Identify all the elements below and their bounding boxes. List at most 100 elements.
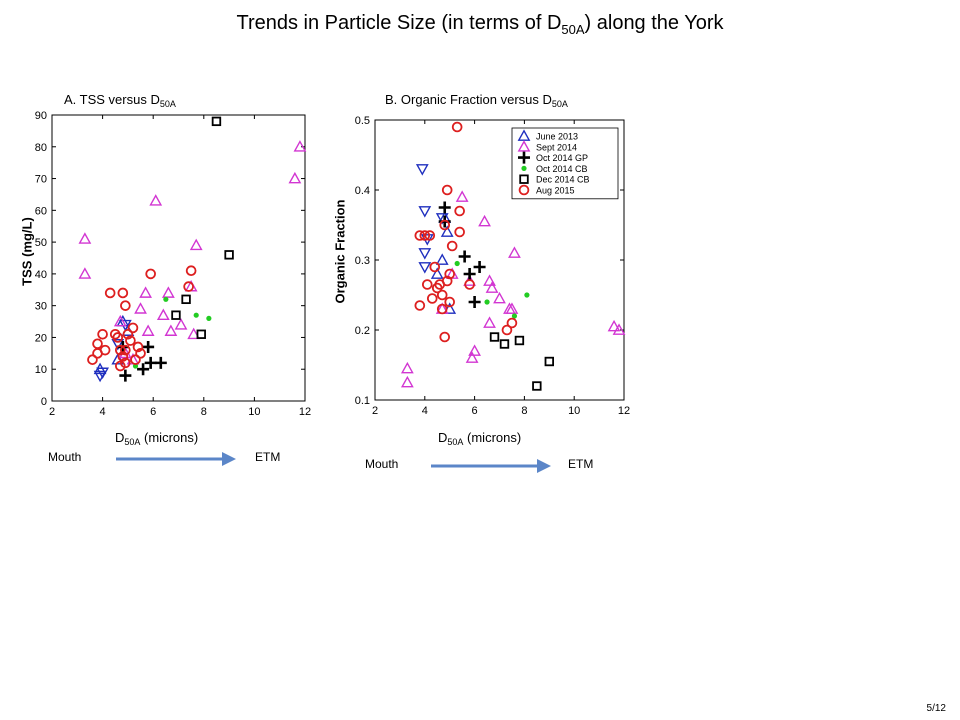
panel-a-point-aug-2015 [92, 338, 103, 350]
panel-a-y-tick-label: 70 [35, 174, 47, 186]
panel-b-title: B. Organic Fraction versus D50A [385, 92, 568, 109]
panel-a-title-subscript: 50A [159, 99, 176, 109]
panel-a-title: A. TSS versus D50A [64, 92, 176, 109]
panel-a-point-aug-2015 [127, 322, 139, 334]
panel-b-point-aug-2015 [429, 261, 441, 273]
panel-a-x-axis-label-subscript: 50A [124, 437, 141, 447]
panel-b-point-dec-2014-cb [499, 339, 510, 349]
panel-a-point-aug-2015 [183, 281, 194, 292]
panel-b-legend-marker [521, 165, 527, 171]
panel-b-point-aug-2015 [439, 219, 451, 231]
panel-a-point-aug-2015 [185, 265, 197, 277]
panel-b-point-oct-2014-gp [473, 261, 486, 273]
panel-b-point-aug-2015 [444, 296, 456, 308]
panel-a-point-oct-2014-gp [119, 369, 132, 382]
panel-b-point-oct-2014-gp [438, 201, 451, 214]
panel-a-point-june-2013 [111, 353, 125, 365]
panel-b-mouth-label: Mouth [365, 457, 399, 471]
panel-b-point-june-2013 [430, 267, 444, 279]
panel-b-point-aug-2015 [444, 268, 456, 280]
panel-a-plot-frame [51, 114, 306, 402]
panel-a-y-tick-label: 10 [35, 364, 47, 376]
panel-a-point-sept-2014 [141, 324, 155, 336]
panel-a-x-tick-label: 8 [201, 406, 207, 418]
panel-b-x-axis-label-main: D [438, 430, 448, 445]
panel-a-point-dec-2014-cb [181, 294, 191, 305]
panel-a-point-aug-2015 [130, 354, 141, 365]
panel-b-x-tick-label: 10 [568, 405, 580, 417]
panel-b-point-oct-2014-gp [458, 250, 471, 263]
panel-a-point-sept-2014 [161, 286, 175, 298]
panel-b-point-june-2013-down [415, 164, 429, 176]
panel-b-x-tick-label: 2 [372, 405, 378, 417]
panel-b-point-aug-2015 [439, 331, 451, 343]
panel-a-point-sept-2014 [113, 314, 127, 327]
panel-b-legend-label: Oct 2014 CB [536, 164, 588, 174]
panel-a-y-tick-label: 90 [35, 110, 47, 122]
panel-a-mouth-label: Mouth [48, 450, 82, 464]
panel-b-point-aug-2015 [506, 317, 518, 329]
panel-a-point-aug-2015 [117, 287, 129, 299]
panel-a-point-sept-2014 [293, 140, 307, 152]
panel-b-point-sept-2014 [400, 361, 414, 374]
panel-b-y-tick-label: 0.5 [355, 115, 370, 127]
panel-a-point-dec-2014-cb [211, 116, 222, 127]
page-title: Trends in Particle Size (in terms of D50… [0, 12, 960, 37]
panel-b-point-dec-2014-cb [532, 381, 542, 391]
panel-a-point-aug-2015 [132, 341, 144, 353]
panel-a-point-oct-2014-gp [144, 356, 157, 369]
page-title-main: Trends in Particle Size (in terms of D [236, 12, 562, 34]
panel-a-point-sept-2014 [78, 232, 92, 244]
panel-a-point-aug-2015 [122, 328, 134, 340]
panel-a-point-sept-2014 [288, 171, 302, 184]
panel-b-legend-label: Aug 2015 [536, 186, 575, 196]
panel-a-x-axis-label: D50A (microns) [115, 430, 198, 447]
panel-b-point-sept-2014 [483, 274, 496, 286]
panel-b-point-sept-2014 [607, 319, 621, 332]
panel-a-point-june-2013-down [96, 367, 109, 380]
panel-b-point-sept-2014 [493, 291, 506, 304]
panel-a-x-tick-label: 4 [100, 406, 106, 418]
panel-a-point-oct-2014-gp [154, 356, 167, 369]
panel-a-point-oct-2014-cb [163, 296, 169, 302]
panel-b-point-oct-2014-gp [438, 215, 451, 228]
panel-b-y-tick-label: 0.3 [355, 255, 370, 267]
panel-a-point-oct-2014-gp [137, 363, 150, 376]
panel-b-point-aug-2015 [454, 226, 465, 238]
panel-b-point-sept-2014 [508, 246, 521, 258]
panel-b-point-dec-2014-cb [514, 335, 525, 346]
panel-b-point-sept-2014 [455, 190, 469, 202]
panel-b-point-aug-2015 [414, 230, 426, 241]
panel-b-direction-arrow [431, 459, 551, 473]
panel-b-point-sept-2014 [400, 375, 414, 388]
panel-b-point-aug-2015 [424, 230, 436, 241]
panel-b-point-june-2013-down [418, 206, 432, 218]
panel-b-point-aug-2015 [454, 205, 465, 217]
panel-b-point-sept-2014 [465, 351, 479, 363]
panel-a-point-aug-2015 [104, 287, 116, 299]
panel-a-x-axis-label-unit: (microns) [140, 430, 199, 445]
panel-b-point-sept-2014 [505, 302, 519, 314]
panel-b-point-oct-2014-cb [511, 313, 518, 319]
panel-a-etm-label: ETM [255, 450, 281, 464]
panel-b-point-oct-2014-cb [484, 299, 490, 305]
panel-b-legend-marker [519, 174, 529, 184]
panel-b-point-sept-2014 [468, 344, 481, 356]
panel-a-point-sept-2014 [187, 327, 201, 340]
panel-b-point-sept-2014 [478, 214, 491, 227]
panel-a-y-tick-label: 20 [35, 332, 47, 344]
panel-b-point-aug-2015 [419, 230, 431, 241]
panel-b-legend-marker [518, 184, 530, 196]
panel-a-point-sept-2014 [139, 286, 152, 298]
panel-b-legend-label: Oct 2014 GP [536, 153, 588, 163]
panel-a-y-tick-label: 60 [35, 205, 47, 217]
panel-b-legend-label: Dec 2014 CB [536, 175, 590, 185]
panel-b-legend-label: June 2013 [536, 132, 578, 142]
panel-a-point-aug-2015 [145, 268, 156, 280]
panel-a-point-aug-2015 [115, 344, 126, 356]
panel-b-x-tick-label: 8 [521, 405, 527, 417]
panel-b-point-aug-2015 [436, 289, 448, 301]
panel-b-point-aug-2015 [441, 184, 453, 196]
panel-a-y-tick-label: 80 [35, 142, 47, 154]
